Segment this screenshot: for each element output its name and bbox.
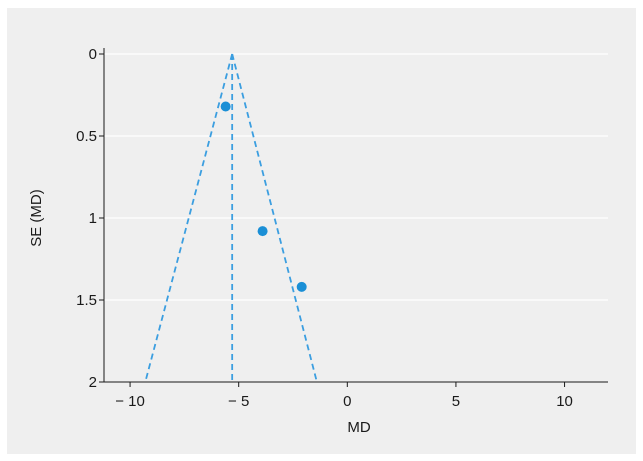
funnel-plot: 0 0.5 1 1.5 2 − 10 − 5 0 5 10 MD SE (MD) (28, 46, 608, 436)
chart-panel: 0 0.5 1 1.5 2 − 10 − 5 0 5 10 MD SE (MD) (7, 8, 636, 454)
y-tick-label: 1.5 (76, 292, 97, 309)
y-tick-label: 1 (89, 210, 97, 227)
tick-labels: 0 0.5 1 1.5 2 − 10 − 5 0 5 10 (76, 46, 573, 410)
funnel-left-bound (144, 53, 234, 383)
x-axis-title: MD (347, 419, 370, 436)
funnel-right-bound (231, 53, 318, 383)
grid-lines (104, 53, 608, 301)
data-point (220, 101, 231, 112)
x-tick-label: 10 (556, 393, 573, 410)
x-tick-label: 0 (343, 393, 351, 410)
axes (99, 48, 608, 387)
data-point (257, 226, 268, 237)
y-tick-label: 0.5 (76, 128, 97, 145)
data-points (220, 101, 307, 292)
x-tick-label: − 10 (115, 393, 145, 410)
funnel-lines (144, 53, 318, 383)
data-point (296, 281, 307, 292)
y-tick-label: 2 (89, 374, 97, 391)
y-tick-label: 0 (89, 46, 97, 63)
x-tick-label: − 5 (228, 393, 249, 410)
x-tick-label: 5 (452, 393, 460, 410)
y-axis-title: SE (MD) (28, 189, 45, 247)
